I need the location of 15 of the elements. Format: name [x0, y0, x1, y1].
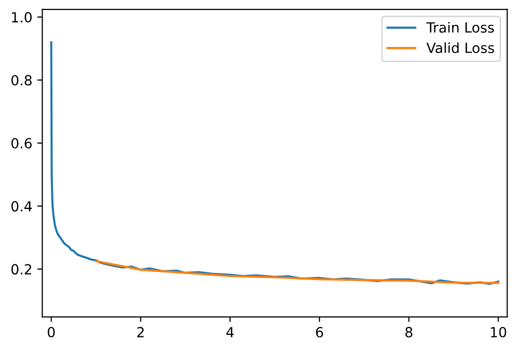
y-tick-label: 0.4	[11, 201, 32, 212]
x-tick-label: 6	[316, 326, 324, 338]
legend-label: Valid Loss	[426, 42, 494, 54]
line-series	[94, 260, 500, 284]
line-series	[50, 41, 500, 285]
x-tick-label: 8	[405, 326, 412, 338]
y-tick-label: 0.2	[11, 264, 32, 275]
legend-label: Train Loss	[426, 22, 494, 33]
y-tick-label: 1.0	[12, 12, 32, 23]
x-tick-label: 10	[490, 326, 506, 338]
y-tick-label: 0.6	[11, 138, 32, 149]
y-tick-label: 0.8	[11, 75, 32, 86]
x-tick-label: 4	[226, 327, 234, 338]
x-tick-label: 0	[48, 326, 55, 338]
x-tick-label: 2	[137, 326, 144, 338]
